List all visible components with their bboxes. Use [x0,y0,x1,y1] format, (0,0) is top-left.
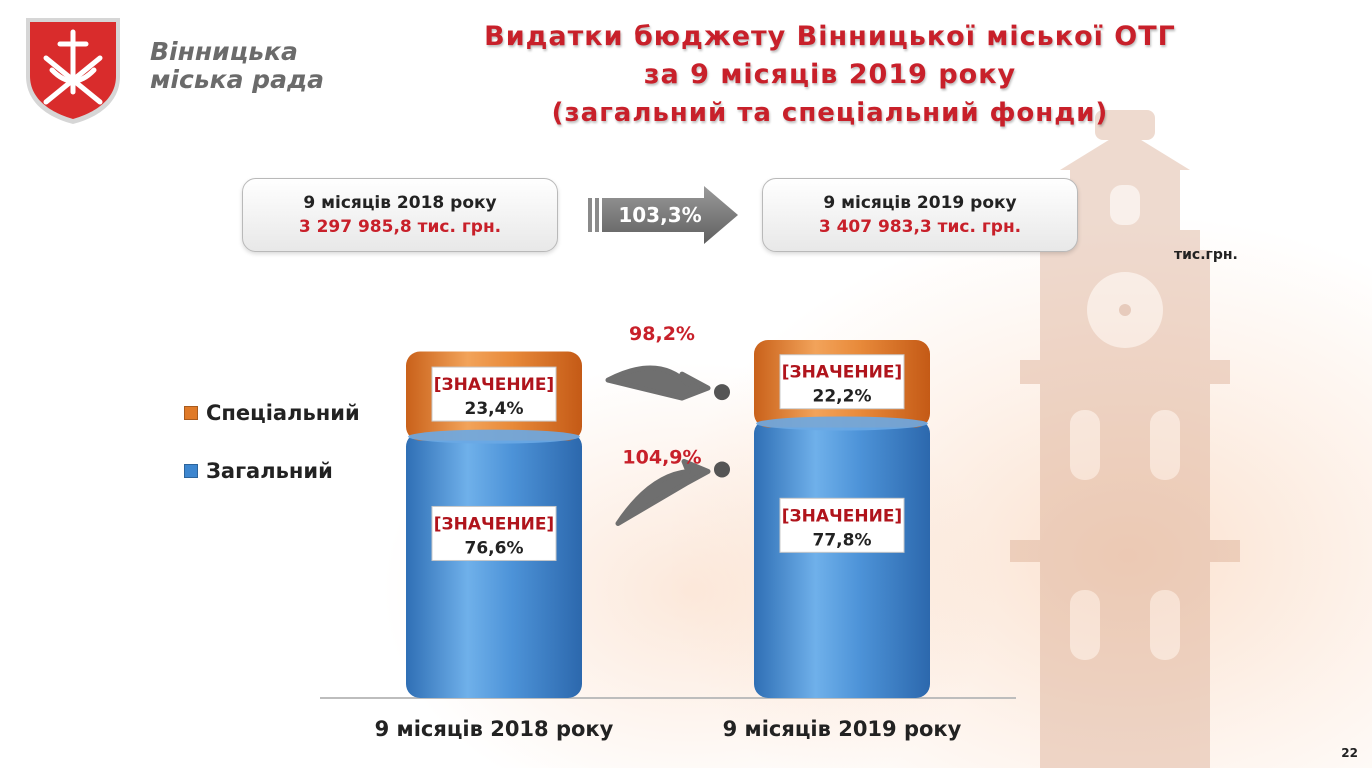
growth-annotation-1: 104,9% [622,446,701,468]
data-label-special-1-placeholder: [ЗНАЧЕНИЕ] [782,363,902,383]
category-label-1: 9 місяців 2019 року [723,717,962,741]
legend-item-general: Загальний [184,456,360,486]
growth-arrow-icon [588,186,738,244]
data-label-general-1-value: 77,8% [813,530,872,550]
legend-swatch-general [184,464,198,478]
bar-general-1 [754,419,930,698]
growth-arrow-0 [605,365,711,401]
units-label: тис.грн. [1174,247,1238,263]
logo-text: Вінницька міська рада [150,38,350,94]
growth-arrow-dot-1 [714,461,730,478]
data-label-general-1-box [779,497,905,553]
growth-percent: 103,3% [618,203,702,227]
period-2018-value: 3 297 985,8 тис. грн. [298,217,502,237]
period-2019-label: 9 місяців 2019 року [823,193,1017,213]
title-line-1: Видатки бюджету Вінницької міської ОТГ [484,21,1176,52]
growth-arrow-dot-0 [714,384,730,401]
logo-text-line1: Вінницька [150,37,298,66]
title-line-3: (загальний та спеціальний фонди) [551,98,1109,128]
data-label-special-0-box [431,366,557,422]
data-label-general-0-placeholder: [ЗНАЧЕНИЕ] [434,514,554,534]
growth-annotation-0: 98,2% [629,323,695,345]
period-2019-box: 9 місяців 2019 року 3 407 983,3 тис. грн… [762,178,1078,252]
bar-general-top-1 [756,416,928,431]
legend-label-special: Спеціальний [206,401,360,425]
category-label-0: 9 місяців 2018 року [375,717,614,741]
bar-general-top-0 [408,429,580,444]
city-coat-of-arms-logo [26,18,120,124]
data-label-special-0-value: 23,4% [465,399,524,419]
title-line-2: за 9 місяців 2019 року [643,59,1017,90]
data-label-special-1-value: 22,2% [813,387,872,407]
data-label-special-1-box [779,354,905,410]
legend-label-general: Загальний [206,459,333,483]
page-title: Видатки бюджету Вінницької міської ОТГ з… [440,18,1220,132]
legend-swatch-special [184,406,198,420]
data-label-general-0-value: 76,6% [465,538,524,558]
bar-general-0 [406,432,582,698]
data-label-general-1-placeholder: [ЗНАЧЕНИЕ] [782,506,902,526]
legend-item-special: Спеціальний [184,398,360,428]
data-label-special-0-placeholder: [ЗНАЧЕНИЕ] [434,375,554,395]
data-label-general-0-box [431,505,557,561]
slide-number: 22 [1341,746,1358,760]
period-2019-value: 3 407 983,3 тис. грн. [818,217,1022,237]
logo-text-line2: міська рада [150,65,324,94]
period-2018-box: 9 місяців 2018 року 3 297 985,8 тис. грн… [242,178,558,252]
period-2018-label: 9 місяців 2018 року [303,193,497,213]
growth-arrow-1 [615,458,711,526]
chart-legend: Спеціальний Загальний [184,398,360,514]
tower-watermark-image [1010,110,1240,768]
